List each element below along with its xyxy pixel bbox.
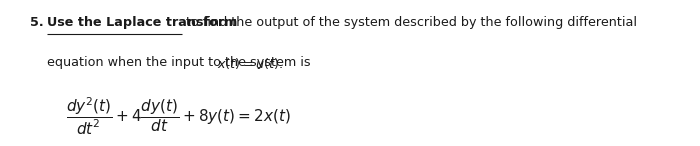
Text: to find the output of the system described by the following differential: to find the output of the system describ… [183,16,638,29]
Text: Use the Laplace transform: Use the Laplace transform [48,16,237,29]
Text: $\dfrac{dy^{2}(t)}{dt^{2}}+4\dfrac{dy(t)}{dt}+8y(t)=2x(t)$: $\dfrac{dy^{2}(t)}{dt^{2}}+4\dfrac{dy(t)… [66,95,290,137]
Text: 5.: 5. [29,16,43,29]
Text: $x(t) = u(t)$.: $x(t) = u(t)$. [217,56,284,71]
Text: equation when the input to the system is: equation when the input to the system is [48,56,319,69]
